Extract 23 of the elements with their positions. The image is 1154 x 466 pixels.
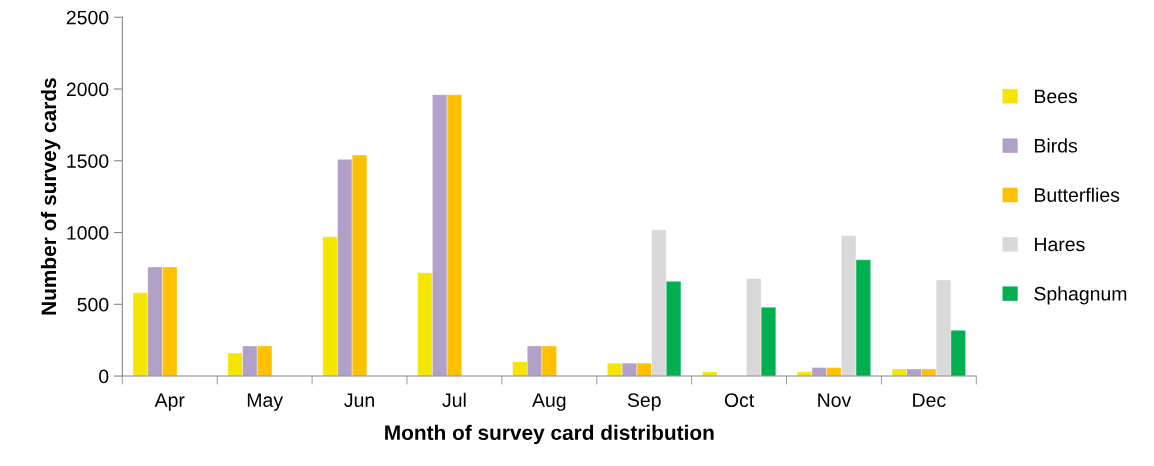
y-tick-label: 0 — [99, 369, 109, 384]
x-tick-label: Aug — [532, 393, 566, 411]
x-axis-title: Month of survey card distribution — [385, 424, 714, 445]
y-axis-title: Number of survey cards — [40, 78, 61, 315]
x-tick-label: Nov — [818, 393, 852, 408]
x-tick-label: Jul — [442, 392, 466, 408]
y-tick-label: 2000 — [66, 82, 109, 97]
legend-label: Sphagnum — [1034, 286, 1127, 305]
legend-label: Birds — [1035, 138, 1078, 153]
y-tick-label: 1000 — [67, 226, 109, 240]
legend-label: Butterflies — [1035, 187, 1120, 202]
y-tick-label: 1500 — [67, 154, 109, 169]
x-tick-label: Oct — [724, 393, 755, 408]
y-tick-label: 2500 — [66, 10, 109, 25]
x-tick-label: Apr — [154, 393, 185, 411]
legend-label: Hares — [1035, 237, 1085, 252]
x-tick-label: Sep — [627, 393, 661, 411]
x-tick-label: Dec — [913, 393, 946, 408]
bar — [702, 371, 718, 377]
x-tick-label: May — [247, 393, 283, 411]
legend-label: Bees — [1035, 89, 1078, 104]
y-tick-label: 500 — [77, 297, 109, 312]
x-tick-label: Jun — [344, 393, 374, 408]
